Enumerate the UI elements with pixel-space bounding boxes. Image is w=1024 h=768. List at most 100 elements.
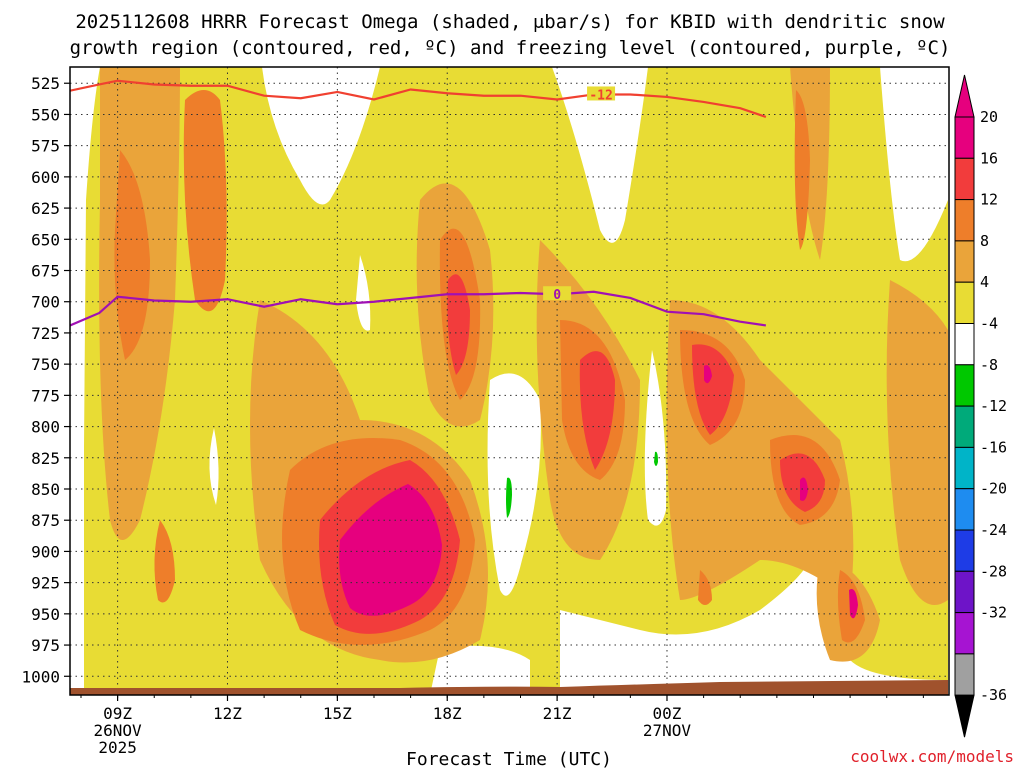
colorbar-label: 20: [980, 108, 998, 126]
omega-shade-12-16-k: [698, 570, 712, 605]
omega-shade-gt20-d: [849, 589, 858, 619]
contour-label-bg: [543, 286, 572, 301]
colorbar-label: 16: [980, 149, 998, 167]
omega-shade-white-i: [430, 645, 530, 695]
y-tick-label: 900: [31, 542, 60, 561]
omega-shading: [70, 67, 948, 695]
y-tick-label: 550: [31, 105, 60, 124]
omega-shade-neg-b: [654, 451, 658, 466]
colorbar-label: -4: [980, 315, 998, 333]
contour-line: [70, 79, 767, 118]
omega-shade-12-16-a: [114, 150, 150, 360]
omega-shade-gt20-b: [704, 365, 712, 384]
x-tick-label: 26NOV: [94, 721, 143, 740]
colorbar-swatch: [954, 116, 975, 159]
colorbar-swatch: [954, 364, 975, 407]
colorbar-swatch: [954, 240, 975, 283]
y-tick-label: 575: [31, 137, 60, 156]
y-tick-label: 950: [31, 605, 60, 624]
colorbar-swatch: [954, 199, 975, 242]
contour-label: -12: [589, 88, 612, 103]
y-tick-label: 850: [31, 480, 60, 499]
contour-label: 0: [553, 288, 561, 303]
x-tick-label: 27NOV: [643, 721, 692, 740]
contour-line: [70, 290, 767, 327]
omega-shade-white-h: [560, 560, 948, 695]
y-tick-label: 750: [31, 355, 60, 374]
y-tick-label: 675: [31, 262, 60, 281]
x-tick-label: 21Z: [543, 704, 572, 723]
omega-shade-white-c: [209, 428, 219, 505]
omega-shade-neg-a: [506, 477, 512, 518]
colorbar-label: 8: [980, 232, 989, 250]
x-tick-label: 00Z: [653, 704, 682, 723]
y-tick-label: 625: [31, 199, 60, 218]
omega-shade-16-20-c: [579, 351, 615, 470]
y-tick-label: 700: [31, 293, 60, 312]
contour-label-bg: [587, 86, 616, 101]
colorbar-bottom-arrow: [954, 694, 975, 738]
chart-title-line-2: growth region (contoured, red, ºC) and f…: [70, 37, 951, 59]
omega-shade-white-f: [644, 350, 667, 526]
y-tick-label: 600: [31, 168, 60, 187]
colorbar-swatch: [954, 405, 975, 448]
colorbar-swatch: [954, 612, 975, 655]
omega-shade-12-16-i: [154, 520, 175, 603]
y-tick-label: 975: [31, 636, 60, 655]
omega-shade-gt20-a: [339, 484, 442, 616]
omega-shade-12-16-b: [183, 90, 227, 312]
omega-shade-8-12-h: [886, 280, 948, 605]
colorbar-swatch: [954, 570, 975, 614]
credit-text[interactable]: coolwx.com/models: [850, 747, 1014, 766]
x-axis-label: Forecast Time (UTC): [406, 749, 612, 768]
chart-title-line-1: 2025112608 HRRR Forecast Omega (shaded, …: [75, 11, 945, 33]
y-tick-label: 925: [31, 574, 60, 593]
colorbar-label: 4: [980, 273, 989, 291]
omega-shade-white-e: [552, 67, 648, 243]
omega-shade-white-b: [356, 255, 371, 331]
x-tick-label: 09Z: [103, 704, 132, 723]
y-tick-label: 1000: [21, 667, 60, 686]
plot-frame: [69, 66, 950, 696]
y-tick-label: 525: [31, 74, 60, 93]
colorbar-swatch: [954, 446, 975, 490]
colorbar-swatch: [954, 281, 975, 325]
omega-shade-white-d: [487, 373, 541, 596]
colorbar-label: -12: [980, 397, 1007, 415]
grid-lines: [70, 67, 949, 695]
omega-shade-16-20-d: [692, 344, 734, 435]
x-tick-label: 12Z: [213, 704, 242, 723]
terrain-ground: [70, 680, 948, 695]
contour-lines: -12 0: [70, 79, 767, 327]
colorbar-label: -24: [980, 521, 1007, 539]
omega-shade-white-topleft: [70, 67, 100, 695]
colorbar: 20 16 12 8 4 -4 -8 -12 -16 -20 -24 -28 -32 -36: [954, 74, 1007, 738]
x-tick-label: 18Z: [433, 704, 462, 723]
colorbar-label: -28: [980, 562, 1007, 580]
y-tick-label: 875: [31, 511, 60, 530]
y-tick-label: 650: [31, 230, 60, 249]
colorbar-label: -20: [980, 480, 1007, 498]
colorbar-label: 12: [980, 191, 998, 209]
colorbar-label: -32: [980, 604, 1007, 622]
x-tick-label: 15Z: [323, 704, 352, 723]
y-tick-label: 775: [31, 386, 60, 405]
colorbar-label: -8: [980, 356, 998, 374]
colorbar-top-arrow: [954, 74, 975, 118]
x-tick-label: 2025: [98, 738, 137, 757]
y-axis: 525 550 575 600 625 650 675 700 725 750 775 800 825 8…: [21, 74, 70, 686]
omega-shade-16-20-b: [447, 274, 470, 375]
colorbar-label: -36: [980, 686, 1007, 704]
omega-shade-12-16-h: [794, 90, 810, 250]
colorbar-swatch: [954, 653, 975, 696]
colorbar-label: -16: [980, 438, 1007, 456]
colorbar-swatch: [954, 488, 975, 531]
omega-shade-white-g: [880, 67, 948, 262]
y-tick-label: 800: [31, 418, 60, 437]
omega-shade-gt20-c: [800, 477, 808, 501]
y-tick-label: 725: [31, 324, 60, 343]
y-tick-label: 825: [31, 449, 60, 468]
colorbar-swatch: [954, 157, 975, 201]
